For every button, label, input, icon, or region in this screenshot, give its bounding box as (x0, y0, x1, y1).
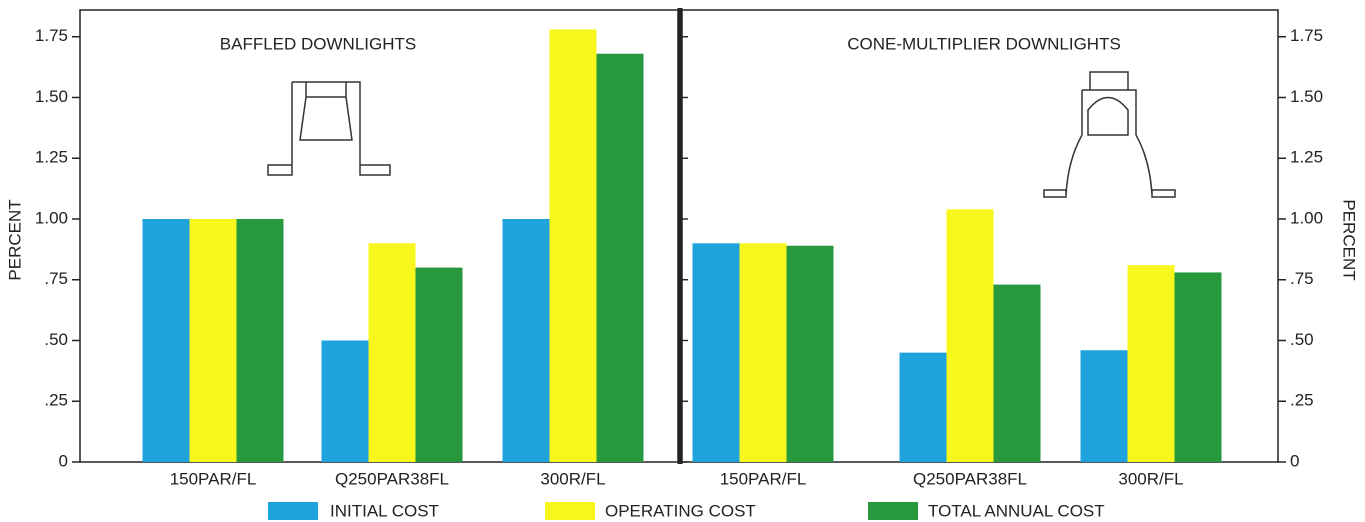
y-tick-label: 0 (1290, 451, 1299, 470)
chart-title: BAFFLED DOWNLIGHTS (220, 34, 416, 53)
y-tick-label: 1.50 (1290, 87, 1323, 106)
x-tick-label: 150PAR/FL (720, 469, 807, 488)
bar (237, 219, 284, 462)
bar (1128, 265, 1175, 462)
y-tick-label: 1.25 (35, 148, 68, 167)
legend-swatch (545, 502, 595, 520)
bar (416, 268, 463, 462)
y-tick-label: .25 (44, 391, 68, 410)
bar (740, 243, 787, 462)
y-tick-label: 0 (59, 451, 68, 470)
y-tick-label: 1.25 (1290, 148, 1323, 167)
legend-label: INITIAL COST (330, 501, 439, 520)
bar (190, 219, 237, 462)
x-tick-label: 150PAR/FL (170, 469, 257, 488)
legend-label: OPERATING COST (605, 501, 756, 520)
bar (693, 243, 740, 462)
y-tick-label: 1.00 (35, 208, 68, 227)
bar (900, 353, 947, 462)
chart: 0 .25 .50 .75 1.00 1.25 1.50 1.75 BAFFLED DOWNLI… (0, 0, 1365, 522)
bar (369, 243, 416, 462)
baffled-icon (268, 82, 390, 175)
y-tick-label: .25 (1290, 391, 1314, 410)
y-axis-label: PERCENT (5, 199, 24, 280)
y-tick-label: .75 (44, 269, 68, 288)
y-tick-label: 1.50 (35, 87, 68, 106)
legend-swatch (268, 502, 318, 520)
bar (597, 54, 644, 462)
bar (503, 219, 550, 462)
bar (143, 219, 190, 462)
legend-label: TOTAL ANNUAL COST (928, 501, 1105, 520)
bar (947, 209, 994, 462)
bar (1175, 272, 1222, 462)
y-axis-label: PERCENT (1340, 199, 1359, 280)
x-tick-label: 300R/FL (540, 469, 605, 488)
y-tick-label: .50 (44, 330, 68, 349)
y-tick-label: .75 (1290, 269, 1314, 288)
bar (787, 246, 834, 462)
chart-title: CONE-MULTIPLIER DOWNLIGHTS (847, 34, 1121, 53)
x-tick-label: Q250PAR38FL (335, 469, 449, 488)
bar (1081, 350, 1128, 462)
bar (322, 340, 369, 462)
y-tick-label: 1.75 (35, 26, 68, 45)
lamp-icons (268, 72, 1175, 197)
y-tick-label: .50 (1290, 330, 1314, 349)
legend-swatch (868, 502, 918, 520)
cone-icon (1044, 72, 1175, 197)
bar (994, 285, 1041, 462)
x-tick-label: 300R/FL (1118, 469, 1183, 488)
y-tick-label: 1.75 (1290, 26, 1323, 45)
bar (550, 29, 597, 462)
x-tick-label: Q250PAR38FL (913, 469, 1027, 488)
y-tick-label: 1.00 (1290, 208, 1323, 227)
